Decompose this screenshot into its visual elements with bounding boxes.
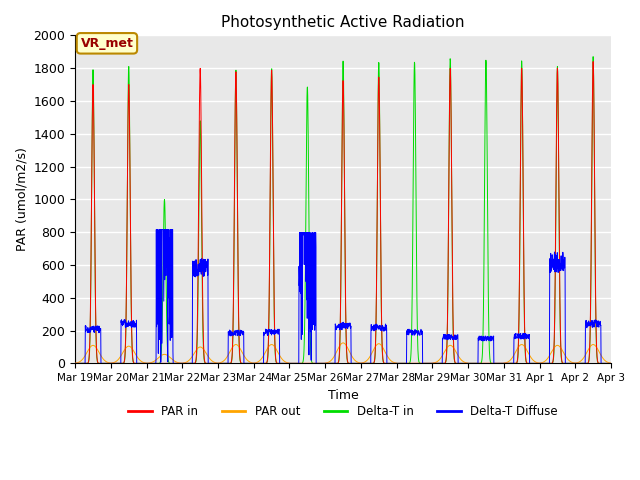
X-axis label: Time: Time bbox=[328, 389, 358, 402]
Y-axis label: PAR (umol/m2/s): PAR (umol/m2/s) bbox=[15, 147, 28, 252]
Title: Photosynthetic Active Radiation: Photosynthetic Active Radiation bbox=[221, 15, 465, 30]
Legend: PAR in, PAR out, Delta-T in, Delta-T Diffuse: PAR in, PAR out, Delta-T in, Delta-T Dif… bbox=[124, 401, 563, 423]
Text: VR_met: VR_met bbox=[81, 37, 133, 50]
